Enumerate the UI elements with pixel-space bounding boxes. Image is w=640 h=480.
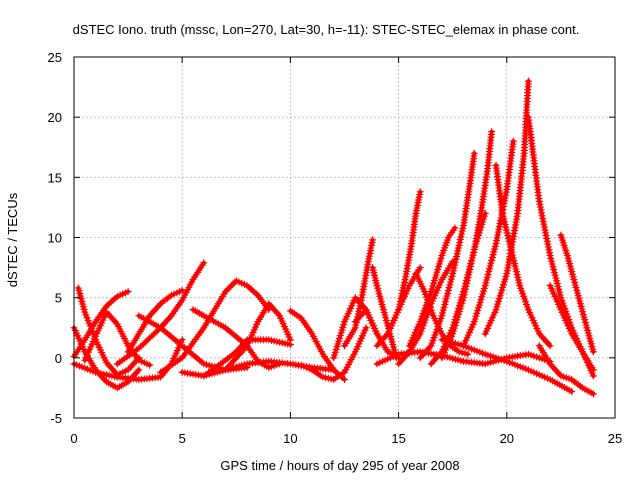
plus-markers: [524, 113, 597, 374]
y-axis-label: dSTEC / TECUs: [5, 192, 20, 287]
data-series: [438, 336, 576, 395]
plus-markers: [492, 161, 554, 350]
data-series: [341, 236, 377, 350]
data-series: [157, 277, 273, 376]
x-axis-label: GPS time / hours of day 295 of year 2008: [220, 458, 459, 473]
data-series: [373, 348, 554, 368]
y-tick-label: 20: [48, 110, 62, 125]
data-series: [481, 77, 532, 338]
data-series: [524, 113, 597, 374]
x-tick-label: 10: [283, 431, 297, 446]
data-series: [405, 224, 459, 350]
y-tick-label: 0: [55, 351, 62, 366]
plus-markers: [438, 336, 576, 395]
data-series: [124, 286, 186, 356]
plus-markers: [200, 336, 294, 380]
x-tick-label: 0: [70, 431, 77, 446]
plus-markers: [546, 282, 597, 380]
plus-markers: [178, 300, 294, 380]
data-series: [297, 324, 370, 383]
plus-markers: [157, 277, 273, 376]
data-series: [113, 259, 208, 368]
data-series: [557, 231, 597, 356]
data-series: [416, 149, 478, 362]
y-tick-label: 15: [48, 170, 62, 185]
data-series: [200, 336, 294, 380]
series-trace: [418, 151, 477, 360]
x-tick-label: 15: [391, 431, 405, 446]
plus-markers: [297, 324, 370, 383]
data-series: [74, 284, 143, 379]
x-tick-label: 20: [500, 431, 514, 446]
plus-markers: [416, 149, 478, 362]
data-series: [384, 188, 424, 338]
chart-title: dSTEC Iono. truth (mssc, Lon=270, Lat=30…: [73, 22, 580, 37]
plus-markers: [74, 284, 143, 379]
y-tick-label: -5: [50, 411, 62, 426]
plus-markers: [384, 188, 424, 338]
x-tick-label: 25: [608, 431, 622, 446]
y-tick-label: 10: [48, 231, 62, 246]
series-trace: [439, 129, 494, 360]
data-series: [546, 282, 597, 380]
y-tick-label: 5: [55, 291, 62, 306]
axis-ticks: 0 5 10 15 20 25 -5 0 5 10 15 20 25: [48, 50, 623, 446]
plus-markers: [557, 231, 597, 356]
plus-markers: [373, 348, 554, 368]
plus-markers: [113, 259, 208, 368]
plus-markers: [481, 77, 532, 338]
x-tick-label: 5: [179, 431, 186, 446]
y-tick-label: 25: [48, 50, 62, 65]
series-layer: [70, 77, 597, 398]
plus-markers: [341, 236, 377, 350]
chart-grid: [74, 57, 615, 418]
data-series: [492, 161, 554, 350]
